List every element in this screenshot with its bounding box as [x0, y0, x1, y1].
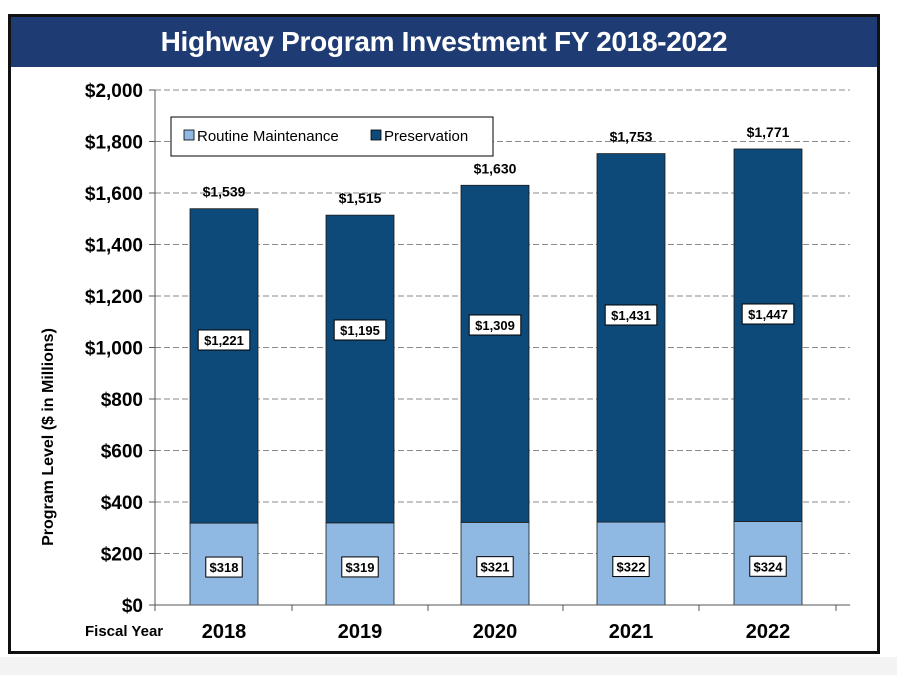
total-label: $1,771: [747, 124, 790, 140]
bar-segment-preservation: [596, 153, 666, 523]
x-tick-label: 2019: [338, 621, 383, 643]
value-label-box-preservation: [333, 319, 387, 341]
value-label-box-routine-maintenance: [612, 556, 650, 578]
legend-swatch-preservation: [370, 129, 382, 141]
x-tick-label: 2022: [746, 621, 791, 643]
y-axis-title: Program Level ($ in Millions): [40, 328, 57, 546]
chart-title: Highway Program Investment FY 2018-2022: [11, 17, 877, 67]
total-label: $1,515: [339, 190, 382, 206]
value-label-routine-maintenance: $322: [617, 560, 646, 575]
value-label-box-routine-maintenance: [476, 556, 514, 578]
value-label-box-preservation: [468, 314, 522, 336]
value-label-box-preservation: [197, 329, 251, 351]
value-label-routine-maintenance: $324: [754, 559, 784, 574]
axis-layer: $0 $200 $400 $600 $800 $1,000 $1,200 $1,400 $1,6…: [85, 81, 850, 617]
y-tick-label: $1,000: [85, 339, 143, 360]
legend-box: [170, 116, 494, 157]
bar-segment-preservation: [733, 148, 803, 522]
total-label: $1,753: [610, 129, 653, 145]
value-label-preservation: $1,221: [204, 333, 244, 348]
y-tick-label: $1,400: [85, 236, 143, 257]
value-label-box-routine-maintenance: [205, 556, 243, 578]
value-label-box-routine-maintenance: [341, 556, 379, 578]
y-tick-label: $600: [101, 442, 143, 463]
x-axis-title: Fiscal Year: [85, 623, 163, 640]
legend-label-routine-maintenance: Routine Maintenance: [197, 128, 339, 145]
value-label-routine-maintenance: $319: [346, 560, 375, 575]
bars-layer: [189, 148, 803, 606]
legend-swatch-routine-maintenance: [183, 129, 195, 141]
value-label-preservation: $1,309: [475, 318, 515, 333]
value-label-preservation: $1,195: [340, 323, 380, 338]
y-tick-label: $800: [101, 390, 143, 411]
value-label-box-routine-maintenance: [749, 555, 787, 577]
y-tick-label: $2,000: [85, 81, 143, 102]
legend-label-preservation: Preservation: [384, 128, 468, 145]
value-label-preservation: $1,431: [611, 308, 651, 323]
bottom-strip: [0, 657, 897, 675]
total-label: $1,630: [474, 160, 517, 176]
x-tick-label: 2018: [202, 621, 247, 643]
bar-segment-preservation: [460, 184, 530, 523]
y-tick-label: $400: [101, 493, 143, 514]
y-tick-label: $1,600: [85, 184, 143, 205]
x-tick-label: 2021: [609, 621, 654, 643]
y-tick-label: $1,200: [85, 287, 143, 308]
value-label-routine-maintenance: $321: [481, 560, 510, 575]
value-label-box-preservation: [604, 304, 658, 326]
value-label-routine-maintenance: $318: [210, 560, 239, 575]
bar-segment-preservation: [325, 214, 395, 524]
y-tick-label: $0: [122, 596, 143, 617]
legend: Routine Maintenance Preservation: [170, 116, 494, 157]
labels-layer: $318 $1,221 $1,539 2018 $319 $1,195 $1,515 2019…: [197, 124, 795, 643]
y-tick-label: $200: [101, 545, 143, 566]
bar-segment-preservation: [189, 208, 259, 524]
total-label: $1,539: [203, 184, 246, 200]
y-tick-label: $1,800: [85, 133, 143, 154]
x-tick-label: 2020: [473, 621, 518, 643]
value-label-box-preservation: [741, 303, 795, 325]
value-label-preservation: $1,447: [748, 307, 788, 322]
